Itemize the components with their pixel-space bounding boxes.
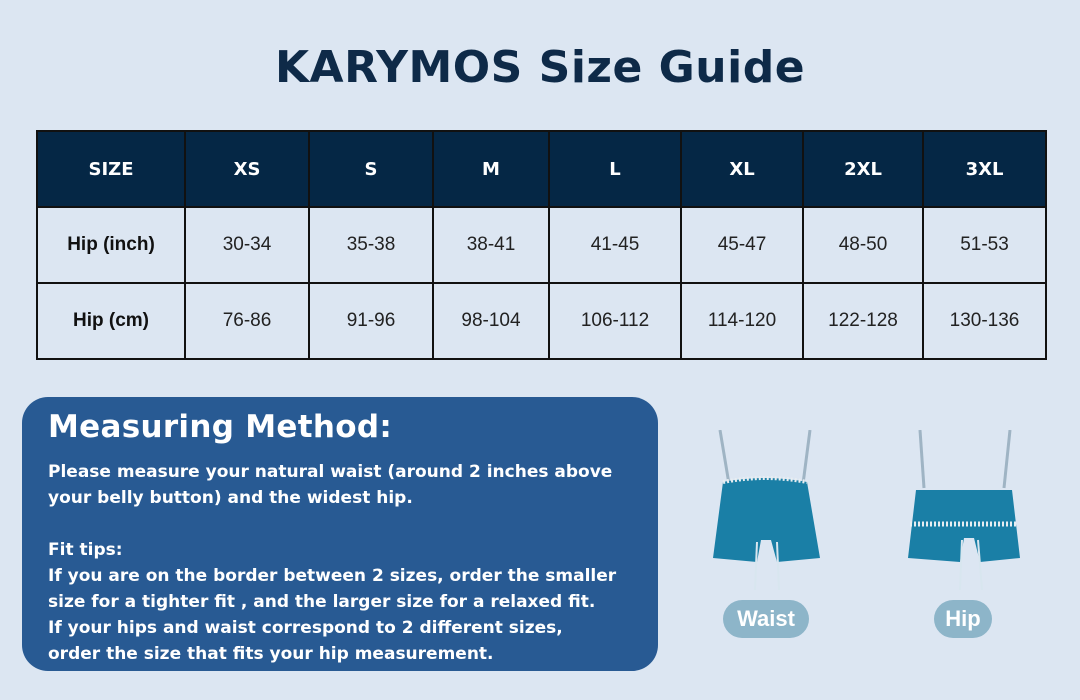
row-label: Hip (cm) xyxy=(36,282,186,360)
table-header-row: SIZE XS S M L XL 2XL 3XL xyxy=(36,130,1047,208)
waist-shorts-illustration xyxy=(713,430,820,591)
table-cell: 76-86 xyxy=(184,282,310,360)
hip-shorts-illustration xyxy=(908,430,1020,591)
page-title: KARYMOS Size Guide xyxy=(274,42,806,93)
measurement-figures: Waist Hip xyxy=(690,410,1080,650)
column-header: SIZE xyxy=(36,130,186,208)
table-cell: 41-45 xyxy=(548,206,682,284)
table-cell: 51-53 xyxy=(922,206,1047,284)
row-label: Hip (inch) xyxy=(36,206,186,284)
table-cell: 48-50 xyxy=(802,206,924,284)
table-cell: 122-128 xyxy=(802,282,924,360)
column-header: XL xyxy=(680,130,804,208)
column-header: S xyxy=(308,130,434,208)
table-cell: 35-38 xyxy=(308,206,434,284)
fit-tip-text: order the size that fits your hip measur… xyxy=(48,644,494,664)
fit-tip-text: If your hips and waist correspond to 2 d… xyxy=(48,618,563,638)
table-cell: 45-47 xyxy=(680,206,804,284)
fit-tips-heading: Fit tips: xyxy=(48,540,123,560)
table-cell: 130-136 xyxy=(922,282,1047,360)
table-cell: 106-112 xyxy=(548,282,682,360)
size-table: SIZE XS S M L XL 2XL 3XL Hip (inch) 30-3… xyxy=(36,130,1047,360)
waist-label: Waist xyxy=(723,600,809,638)
column-header: L xyxy=(548,130,682,208)
table-cell: 91-96 xyxy=(308,282,434,360)
column-header: 3XL xyxy=(922,130,1047,208)
method-text: Please measure your natural waist (aroun… xyxy=(48,462,613,482)
table-cell: 38-41 xyxy=(432,206,550,284)
column-header: 2XL xyxy=(802,130,924,208)
fit-tip-text: size for a tighter fit , and the larger … xyxy=(48,592,596,612)
hip-label: Hip xyxy=(934,600,992,638)
method-text: your belly button) and the widest hip. xyxy=(48,488,413,508)
column-header: XS xyxy=(184,130,310,208)
table-cell: 98-104 xyxy=(432,282,550,360)
column-header: M xyxy=(432,130,550,208)
table-row: Hip (cm) 76-86 91-96 98-104 106-112 114-… xyxy=(36,282,1047,360)
measuring-method-panel: Measuring Method: Please measure your na… xyxy=(22,397,658,671)
fit-tip-text: If you are on the border between 2 sizes… xyxy=(48,566,617,586)
table-row: Hip (inch) 30-34 35-38 38-41 41-45 45-47… xyxy=(36,206,1047,284)
method-heading: Measuring Method: xyxy=(48,409,393,445)
table-cell: 114-120 xyxy=(680,282,804,360)
table-cell: 30-34 xyxy=(184,206,310,284)
